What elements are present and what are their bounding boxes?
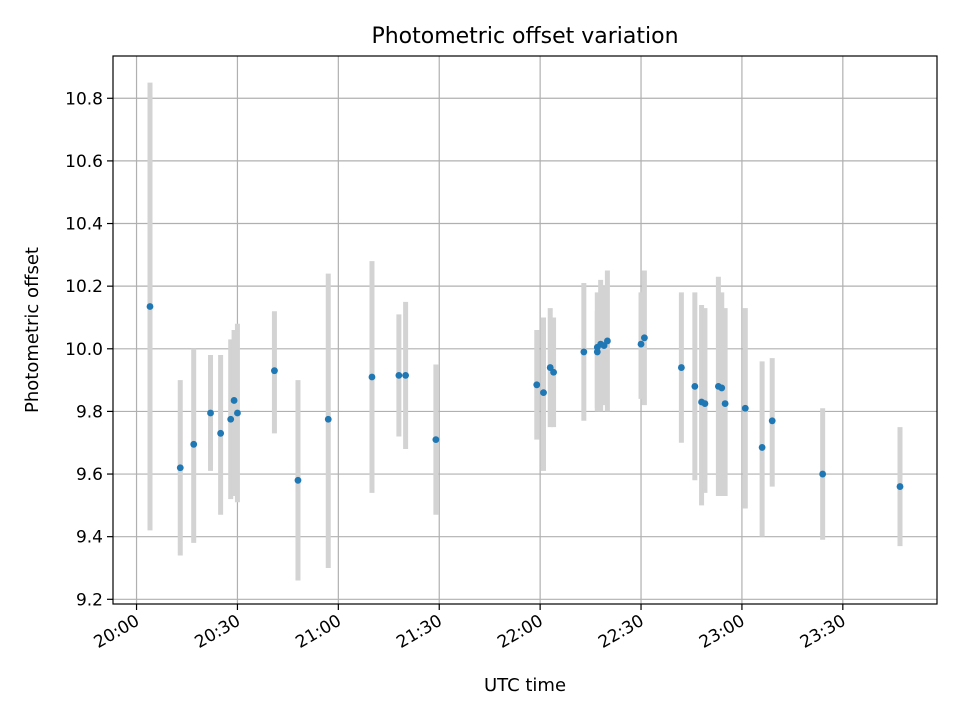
data-point — [550, 368, 557, 376]
data-point — [294, 476, 302, 484]
data-point — [593, 348, 601, 356]
data-point — [640, 334, 648, 342]
data-point — [368, 373, 376, 381]
data-point — [580, 348, 588, 356]
data-point — [540, 389, 547, 397]
data-point — [207, 409, 214, 417]
data-point — [768, 417, 776, 425]
data-point — [271, 367, 278, 375]
data-point — [190, 440, 198, 448]
y-tick-label: 10.4 — [65, 215, 103, 235]
data-point — [677, 364, 685, 371]
y-tick-label: 9.6 — [76, 465, 103, 485]
data-point — [637, 340, 645, 348]
y-tick-label: 10.0 — [65, 340, 103, 360]
data-point — [217, 429, 225, 437]
data-point — [324, 415, 332, 423]
y-tick-label: 10.8 — [65, 89, 103, 109]
y-axis-label: Photometric offset — [22, 247, 43, 413]
point-layer — [146, 303, 904, 490]
y-tick-label: 9.8 — [76, 402, 103, 422]
plot-frame — [112, 55, 938, 605]
y-tick-label: 9.2 — [76, 590, 103, 610]
data-point — [230, 397, 238, 404]
data-point — [896, 483, 904, 490]
y-tick-label: 10.2 — [65, 277, 103, 297]
data-point — [546, 364, 554, 371]
y-tick-label: 10.6 — [65, 152, 103, 172]
data-point — [176, 464, 184, 472]
data-point — [227, 415, 235, 423]
chart-title: Photometric offset variation — [371, 24, 678, 49]
data-point — [146, 303, 154, 310]
x-axis-label: UTC time — [484, 675, 566, 696]
data-point — [758, 444, 766, 451]
data-point — [234, 409, 241, 417]
data-point — [604, 337, 611, 345]
data-point — [395, 372, 403, 379]
data-point — [691, 382, 699, 390]
data-point — [402, 372, 410, 379]
data-point — [819, 470, 827, 478]
y-tick-label: 9.4 — [76, 528, 103, 548]
data-point — [600, 342, 608, 350]
data-point — [741, 404, 749, 412]
data-point — [721, 400, 729, 407]
data-point — [718, 384, 726, 392]
data-point — [432, 436, 440, 443]
data-point — [701, 400, 709, 407]
data-point — [533, 381, 541, 389]
